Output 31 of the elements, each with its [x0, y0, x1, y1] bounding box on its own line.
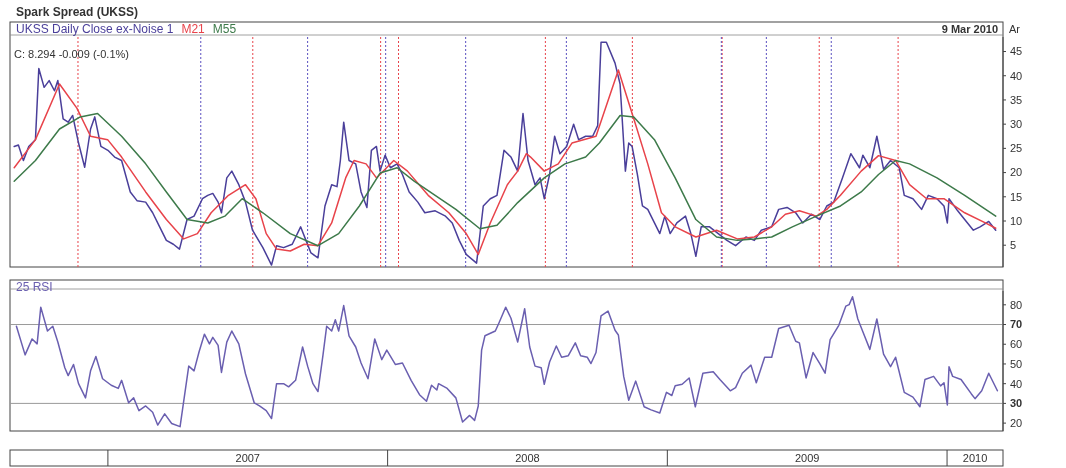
- x-tick-label: 2007: [235, 452, 260, 464]
- line-series: [13, 112, 997, 247]
- text: M55: [212, 22, 237, 36]
- x-tick-label: 2009: [794, 452, 820, 464]
- text: M21: [181, 22, 206, 36]
- y-tick-label: 40: [1010, 69, 1023, 82]
- y-tick-label: 80: [1010, 298, 1023, 311]
- y-tick-label: 30: [1010, 118, 1023, 131]
- y-tick-label: 5: [1010, 239, 1017, 252]
- y-tick-label: 60: [1010, 338, 1023, 351]
- text: Ar: [1009, 23, 1021, 35]
- series-label: 25 RSI: [16, 280, 53, 294]
- line-series: [15, 295, 999, 428]
- y-tick-label: 20: [1010, 416, 1023, 429]
- text: UKSS Daily Close ex-Noise 1: [16, 22, 174, 36]
- y-tick-label: 45: [1010, 45, 1023, 58]
- y-tick-label: 20: [1010, 166, 1023, 179]
- text: 9 Mar 2010: [941, 23, 998, 35]
- chart-title: Spark Spread (UKSS): [16, 5, 139, 19]
- line-series: [13, 41, 997, 266]
- x-tick-label: 2008: [515, 452, 540, 464]
- y-tick-label: 25: [1010, 142, 1023, 155]
- y-tick-label: 30: [1010, 397, 1023, 410]
- annotation: C: 8.294 -0.009 (-0.1%): [14, 48, 129, 60]
- y-tick-label: 40: [1010, 377, 1023, 390]
- y-tick-label: 50: [1010, 357, 1023, 370]
- x-tick-label: 2010: [962, 452, 988, 464]
- y-tick-label: 10: [1010, 214, 1023, 227]
- y-tick-label: 15: [1010, 190, 1023, 203]
- y-tick-label: 35: [1010, 93, 1023, 106]
- y-tick-label: 70: [1010, 318, 1023, 331]
